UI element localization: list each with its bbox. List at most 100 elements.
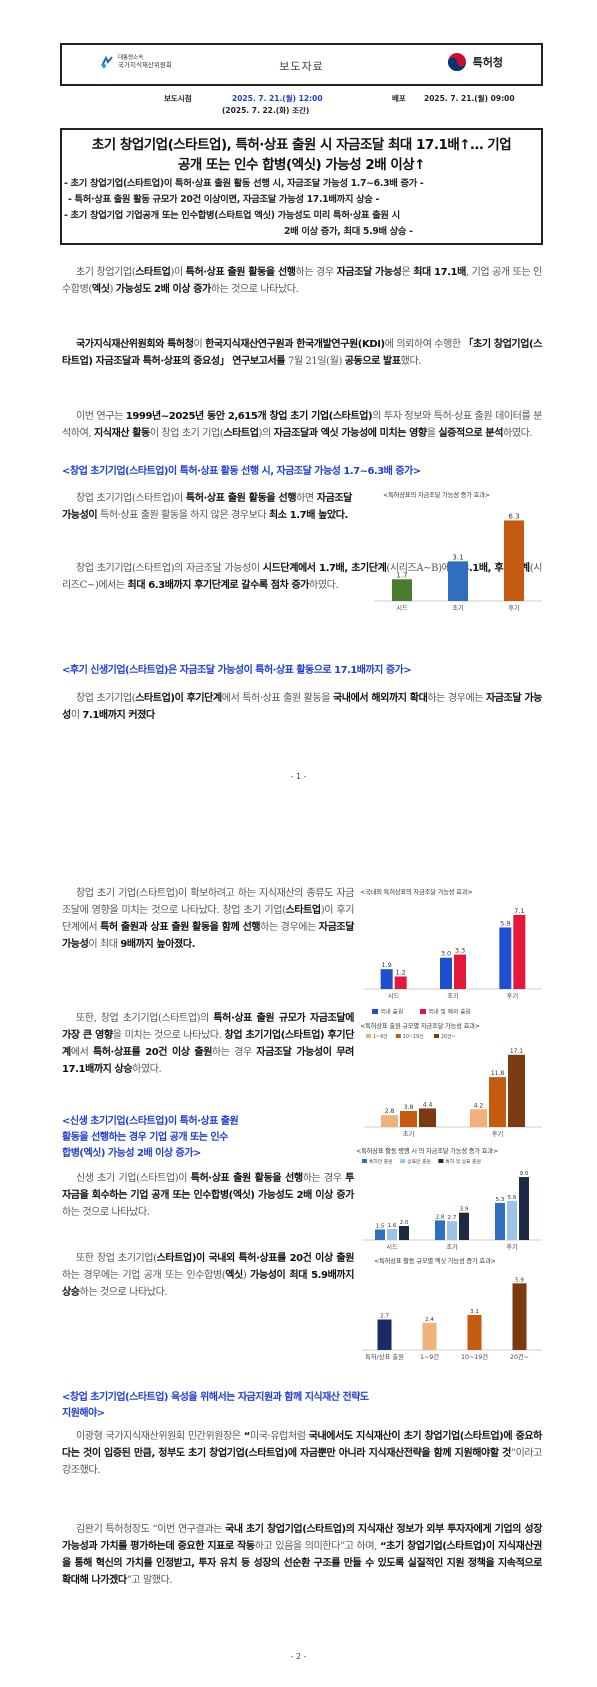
- emphasis-text: 최소 1.7배 높았다.: [269, 510, 348, 521]
- org-left-line1: 대통령소속: [118, 55, 144, 61]
- body-text: (시리즈A~B)에서: [386, 563, 463, 574]
- chart-data-label: 5.6: [508, 1195, 517, 1201]
- chart-data-label: 2.8: [385, 1108, 395, 1115]
- chart-bar: [448, 561, 468, 601]
- body-paragraph: 또한 창업 초기기업(스타트업)이 국내외 특허·상표를 20건 이상 출원하는…: [62, 1250, 354, 1301]
- chart-legend-swatch: [372, 1009, 378, 1014]
- chart-data-label: 3.1: [470, 1309, 479, 1315]
- emphasis-text: 특허·상표 출원 규모가 자금조달에 가장 큰 영향: [62, 1013, 354, 1041]
- body-paragraph: 창업 초기기업(스타트업)이 특허·상표 출원 활동을 선행하면 자금조달 가능…: [62, 490, 352, 524]
- chart-data-label: 2.8: [436, 1214, 445, 1220]
- emphasis-text: 자금조달 가능성: [62, 693, 542, 721]
- emphasis-text: 최대 17.1배: [413, 267, 466, 278]
- emphasis-text: 공동으로 발표: [344, 356, 401, 367]
- taegeuk-emblem-icon: [447, 53, 466, 71]
- chart-category-label: 시드: [388, 992, 400, 1000]
- body-text: 하는 경우에는: [260, 922, 319, 933]
- embargo-label: 보도시점: [164, 94, 192, 103]
- chart3-svg: 2.8 3.8 4.4 초기 4.2 11.8 17.1 후기 1~9건 10~19건 20건~: [364, 1033, 542, 1138]
- chart-category-label: 1~9건: [420, 1352, 439, 1361]
- chart-bar: [419, 1108, 436, 1127]
- chart-data-label: 3.8: [404, 1104, 414, 1111]
- chart1-title: <특허상표의 자금조달 가능성 증가 효과>: [383, 492, 490, 499]
- chart-legend-swatch: [366, 1034, 371, 1038]
- body-text: 7월 21일(월): [285, 356, 345, 367]
- body-text: 에 의뢰하여 수행한: [384, 339, 464, 350]
- chart-legend-swatch: [400, 1159, 406, 1163]
- body-text: 하면: [296, 493, 317, 504]
- body-text: 또한, 창업 초기기업(스타트업)의: [76, 1013, 214, 1024]
- page-number: - 1 -: [290, 772, 307, 781]
- chart-bar: [513, 914, 526, 989]
- chart-bar: [387, 1228, 397, 1240]
- section-heading: <후기 신생기업(스타트업)은 자금조달 가능성이 특허·상표 활동으로 17.…: [62, 665, 412, 676]
- emphasis-text: 자금조달 가능성이 무려 17.1배까지 상승: [62, 1047, 354, 1075]
- body-text: 하는 경우: [295, 267, 337, 278]
- body-text: 이번 연구는: [76, 411, 126, 422]
- ip-committee-logo: 대통령소속 국가지식재산위원회: [100, 55, 172, 69]
- section-heading-line: 합병(엑싯) 가능성 2배 이상 증가>: [62, 1148, 201, 1159]
- chart-data-label: 3.9: [460, 1207, 469, 1213]
- emphasis-text: 자금조달 가능성이: [62, 493, 352, 521]
- headline-title: 초기 창업기업(스타트업), 특허·상표 출원 시 자금조달 최대 17.1배↑…: [62, 135, 541, 175]
- org-left-line2: 국가지식재산위원회: [118, 61, 172, 69]
- section-heading-line: <창업 초기기업(스타트업) 육성을 위해서는 자금지원과 함께 지식재산 전략…: [62, 1392, 369, 1403]
- chart-legend-label: 1~9건: [373, 1033, 388, 1040]
- body-text: 하는 경우: [302, 1173, 346, 1184]
- chart-data-label: 1.5: [376, 1224, 385, 1230]
- body-text: 을 미치는 것으로 나타났다.: [112, 1030, 225, 1041]
- emphasis-text: 자금조달 가능성: [336, 267, 402, 278]
- chart-bar: [467, 1314, 482, 1350]
- chart-bar: [489, 1077, 506, 1127]
- emphasis-text: 스타트업: [285, 905, 322, 916]
- body-text: 신생 초기 기업(스타트업)이: [76, 1173, 191, 1184]
- body-text: 했다.: [400, 356, 422, 367]
- chart-bar: [470, 1109, 487, 1127]
- emphasis-text: 시드단계에서 1.7배, 초기단계: [262, 563, 387, 574]
- chart-bar: [504, 520, 524, 601]
- body-text: 창업 초기기업(: [76, 693, 136, 704]
- chart-data-label: 2.7: [448, 1215, 457, 1221]
- embargo-time: 2025. 7. 21.(월) 12:00: [232, 94, 323, 103]
- chart-bar: [447, 1221, 457, 1240]
- body-text: 하는 경우에는: [427, 693, 486, 704]
- body-text: 에서: [70, 1047, 93, 1058]
- body-text: 이: [193, 339, 206, 350]
- body-text: 또한 창업 초기기업(: [76, 1253, 157, 1264]
- body-text: 은: [401, 267, 414, 278]
- emphasis-text: 스타트업)이 후기단계: [135, 693, 222, 704]
- chart-legend-swatch: [362, 1159, 367, 1163]
- headline-title-line1: 초기 창업기업(스타트업), 특허·상표 출원 시 자금조달 최대 17.1배↑…: [91, 137, 512, 153]
- chart-category-label: 초기: [447, 991, 459, 1000]
- body-text: )이: [170, 267, 186, 278]
- chart5-title: <특허상표 활동 규모별 엑싯 가능성 증가 효과>: [374, 1258, 496, 1265]
- emphasis-text: 국가지식재산위원회와 특허청: [76, 339, 194, 350]
- chart-category-label: 특허/상표 출원: [365, 1352, 404, 1361]
- body-paragraph: 신생 초기 기업(스타트업)이 특허·상표 출원 활동을 선행하는 경우 투자금…: [62, 1170, 354, 1221]
- body-text: 초기 창업기업(: [76, 267, 136, 278]
- body-text: 하는 것으로 나타났다.: [210, 284, 299, 295]
- body-text: 하는 것으로 나타났다.: [62, 1207, 150, 1218]
- press-release-header: 대통령소속 국가지식재산위원회 보도자료 특허청: [60, 43, 543, 86]
- chart-legend-label: 상표만 출원: [407, 1158, 431, 1165]
- chart-data-label: 3.3: [455, 947, 465, 955]
- section-heading: <창업 초기기업(스타트업)이 특허·상표 활동 선행 시, 자금조달 가능성 …: [62, 466, 421, 477]
- chart-data-label: 9.0: [520, 1171, 529, 1177]
- chart-data-label: 7.1: [514, 907, 524, 915]
- emphasis-text: 스타트업: [135, 267, 171, 278]
- emphasis-text: 특허·상표 출원 활동을 선행: [190, 1173, 303, 1184]
- chart-bar: [381, 1115, 398, 1127]
- chart4-svg: 1.5 1.6 2.0 시드 2.8 2.73.9 초기 5.3 5.6 9.0 후기 특허만 출원 상…: [362, 1158, 542, 1251]
- chart-bar: [422, 1322, 437, 1350]
- body-text: 이: [70, 710, 83, 721]
- body-paragraph: 이번 연구는 1999년~2025년 동안 2,615개 창업 초기 기업(스타…: [62, 408, 542, 442]
- emphasis-text: 투자금을 회수하는 기업 공개 또는 인수합병(엑싯) 가능성도 2배 이상 증…: [62, 1173, 354, 1201]
- chart-data-label: 6.3: [508, 512, 519, 520]
- emphasis-text: 특허 출원과 상표 출원 활동을 함께 선행: [100, 922, 261, 933]
- emphasis-text: 7.1배까지 커졌다: [82, 710, 155, 721]
- body-text: )의: [258, 428, 274, 439]
- document-type-title: 보도자료: [279, 60, 324, 73]
- emphasis-text: “초기 창업기업(스타트업)이 지식재산권을 통해 혁신의 가치를 인정받고, …: [62, 1541, 542, 1586]
- section-heading-line: 지원해야>: [62, 1408, 105, 1419]
